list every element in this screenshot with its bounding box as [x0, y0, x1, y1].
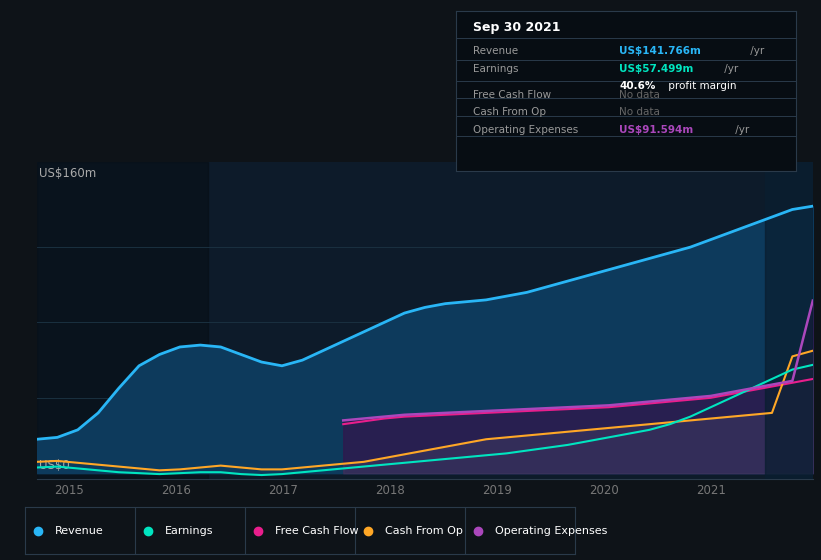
Text: Cash From Op: Cash From Op — [473, 107, 546, 117]
Bar — [764, 162, 813, 479]
Text: No data: No data — [619, 90, 660, 100]
Text: No data: No data — [619, 107, 660, 117]
Bar — [37, 162, 209, 479]
Text: US$160m: US$160m — [39, 167, 97, 180]
Text: /yr: /yr — [722, 64, 739, 74]
Text: Sep 30 2021: Sep 30 2021 — [473, 21, 560, 34]
Text: US$0: US$0 — [39, 459, 70, 473]
Text: Operating Expenses: Operating Expenses — [495, 526, 608, 535]
Text: Cash From Op: Cash From Op — [385, 526, 463, 535]
Text: US$141.766m: US$141.766m — [619, 46, 701, 57]
Text: 40.6%: 40.6% — [619, 81, 656, 91]
Text: Revenue: Revenue — [473, 46, 518, 57]
Text: Free Cash Flow: Free Cash Flow — [473, 90, 551, 100]
Text: Revenue: Revenue — [55, 526, 103, 535]
Text: /yr: /yr — [732, 124, 749, 134]
Text: US$91.594m: US$91.594m — [619, 124, 694, 134]
Text: US$57.499m: US$57.499m — [619, 64, 694, 74]
Text: Earnings: Earnings — [473, 64, 518, 74]
Text: /yr: /yr — [747, 46, 764, 57]
Text: Free Cash Flow: Free Cash Flow — [275, 526, 359, 535]
Text: Operating Expenses: Operating Expenses — [473, 124, 578, 134]
Text: Earnings: Earnings — [165, 526, 213, 535]
Text: profit margin: profit margin — [665, 81, 736, 91]
